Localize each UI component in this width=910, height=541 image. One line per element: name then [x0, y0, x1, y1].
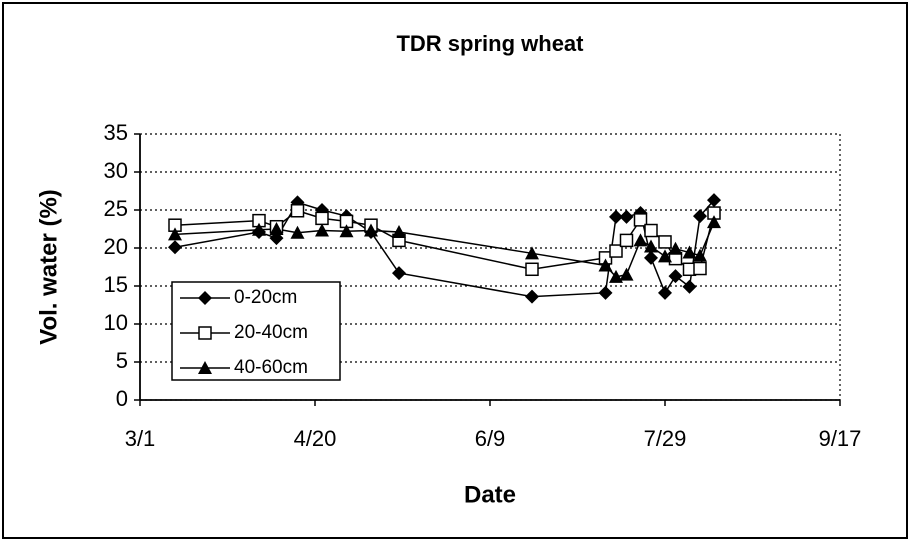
- marker-triangle: [619, 267, 634, 281]
- marker-triangle: [682, 245, 697, 259]
- marker-triangle: [252, 222, 266, 236]
- marker-diamond: [658, 285, 672, 300]
- marker-square: [315, 211, 329, 226]
- marker-diamond: [525, 289, 539, 304]
- marker-diamond: [392, 266, 406, 281]
- x-tick-label: 6/9: [475, 426, 506, 451]
- legend-label: 20-40cm: [234, 322, 308, 343]
- y-tick-label: 25: [104, 196, 128, 221]
- marker-square: [644, 223, 658, 238]
- marker-square: [198, 326, 212, 340]
- y-tick-label: 35: [104, 120, 128, 145]
- marker-triangle: [525, 246, 539, 260]
- marker-triangle: [392, 225, 406, 239]
- x-tick-label: 9/17: [819, 426, 862, 451]
- y-tick-label: 5: [116, 348, 128, 373]
- marker-triangle: [269, 222, 284, 235]
- marker-triangle: [707, 215, 721, 229]
- marker-triangle: [668, 241, 683, 255]
- marker-triangle: [168, 227, 182, 241]
- marker-diamond: [609, 209, 623, 224]
- marker-triangle: [693, 248, 707, 262]
- marker-triangle: [198, 361, 212, 374]
- marker-triangle: [644, 239, 658, 253]
- marker-square: [658, 235, 672, 249]
- y-tick-label: 20: [104, 234, 128, 259]
- x-axis-label: Date: [464, 481, 516, 508]
- marker-triangle: [609, 269, 623, 283]
- marker-square: [633, 213, 648, 227]
- marker-square: [609, 244, 623, 258]
- marker-triangle: [339, 224, 354, 238]
- marker-square: [290, 204, 305, 218]
- marker-diamond: [682, 279, 697, 294]
- x-tick-label: 4/20: [294, 426, 337, 451]
- marker-triangle: [633, 233, 648, 247]
- marker-square: [525, 262, 539, 277]
- y-tick-label: 10: [104, 310, 128, 335]
- marker-diamond: [644, 250, 658, 265]
- marker-diamond: [668, 269, 683, 284]
- marker-diamond: [198, 291, 212, 305]
- marker-triangle: [364, 223, 378, 237]
- y-tick-label: 0: [116, 386, 128, 411]
- marker-diamond: [598, 285, 613, 300]
- marker-square: [619, 233, 634, 248]
- marker-triangle: [658, 249, 672, 263]
- marker-diamond: [693, 209, 707, 224]
- y-tick-label: 30: [104, 158, 128, 183]
- y-tick-label: 15: [104, 272, 128, 297]
- marker-triangle: [315, 223, 329, 237]
- marker-triangle: [598, 258, 613, 272]
- marker-triangle: [290, 225, 305, 239]
- marker-square: [693, 261, 707, 276]
- marker-diamond: [707, 193, 721, 208]
- y-axis-label: Vol. water (%): [35, 189, 62, 345]
- legend-label: 40-60cm: [234, 357, 308, 378]
- x-tick-label: 7/29: [644, 426, 687, 451]
- marker-diamond: [168, 240, 182, 255]
- x-tick-label: 3/1: [125, 426, 156, 451]
- chart-title: TDR spring wheat: [396, 31, 584, 56]
- marker-diamond: [619, 209, 634, 224]
- legend-label: 0-20cm: [234, 287, 297, 308]
